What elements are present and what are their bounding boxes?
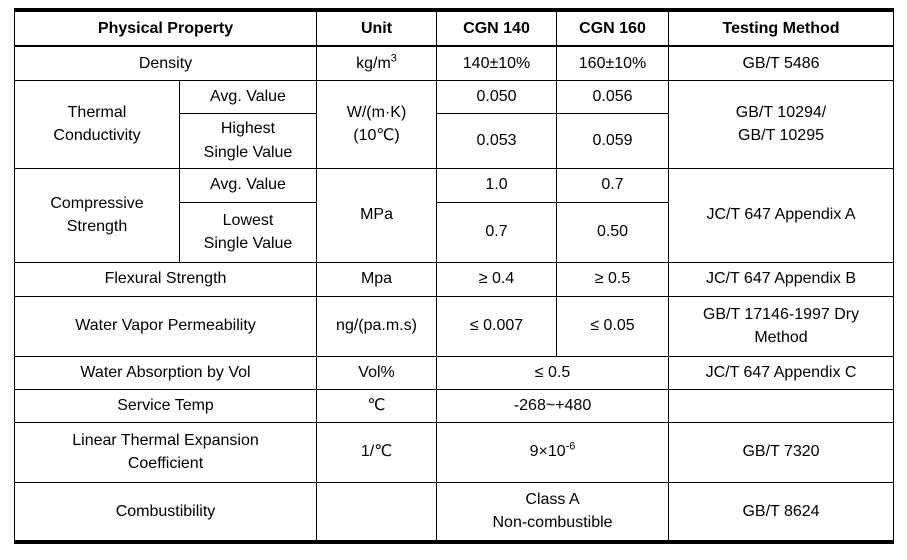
density-unit-base: kg/m — [356, 54, 391, 72]
cell-thermal-conductivity-avg-cgn160: 0.056 — [556, 79, 670, 114]
cell-combustibility-value: Class A Non-combustible — [436, 481, 670, 543]
cell-water-absorption-value: ≤ 0.5 — [436, 355, 670, 390]
cell-density-method: GB/T 5486 — [668, 45, 895, 81]
cell-thermal-conductivity-method: GB/T 10294/ GB/T 10295 — [668, 79, 895, 169]
header-cgn-140: CGN 140 — [436, 9, 558, 47]
table-row-flexural-strength: Flexural Strength Mpa ≥ 0.4 ≥ 0.5 JC/T 6… — [13, 261, 895, 297]
linear-thermal-expansion-value-base: 9×10 — [529, 443, 566, 461]
cell-linear-thermal-expansion-property: Linear Thermal Expansion Coefficient — [13, 421, 318, 483]
table-row-linear-thermal-expansion: Linear Thermal Expansion Coefficient 1/℃… — [13, 421, 895, 483]
cell-thermal-conductivity-highest-cgn160: 0.059 — [556, 112, 670, 169]
cell-thermal-conductivity-property: Thermal Conductivity — [14, 79, 180, 169]
cell-service-temp-property: Service Temp — [13, 388, 318, 423]
cell-flexural-strength-property: Flexural Strength — [13, 261, 318, 297]
cell-water-absorption-method: JC/T 647 Appendix C — [668, 355, 895, 390]
cell-thermal-conductivity-avg-cgn140: 0.050 — [436, 79, 558, 114]
cell-water-vapor-permeability-cgn140: ≤ 0.007 — [436, 295, 558, 357]
cell-combustibility-method: GB/T 8624 — [668, 481, 895, 543]
cell-water-vapor-permeability-method: GB/T 17146-1997 Dry Method — [668, 295, 895, 357]
cell-density-unit: kg/m3 — [316, 45, 438, 81]
table-row-thermal-conductivity-avg: Thermal Conductivity Avg. Value W/(m·K) … — [14, 79, 895, 169]
cell-flexural-strength-cgn140: ≥ 0.4 — [436, 261, 558, 297]
cell-flexural-strength-method: JC/T 647 Appendix B — [668, 261, 895, 297]
cell-thermal-conductivity-unit: W/(m·K) (10℃) — [316, 79, 438, 169]
cell-water-absorption-property: Water Absorption by Vol — [13, 355, 318, 390]
cell-water-vapor-permeability-property: Water Vapor Permeability — [13, 295, 318, 357]
cell-linear-thermal-expansion-method: GB/T 7320 — [668, 421, 895, 483]
cell-service-temp-unit: ℃ — [316, 388, 438, 423]
table-row-compressive-strength-lowest: Lowest Single Value 0.7 0.50 — [15, 201, 894, 263]
cell-flexural-strength-cgn160: ≥ 0.5 — [556, 261, 670, 297]
cell-water-vapor-permeability-unit: ng/(pa.m.s) — [316, 295, 438, 357]
cell-compressive-strength-lowest-cgn140: 0.7 — [436, 201, 558, 263]
header-testing-method: Testing Method — [668, 9, 895, 47]
table-row-compressive-strength-avg: Compressive Strength Avg. Value MPa 1.0 … — [14, 167, 895, 263]
header-row: Physical Property Unit CGN 140 CGN 160 T… — [13, 9, 895, 47]
header-unit: Unit — [316, 9, 438, 47]
cell-service-temp-value: -268~+480 — [436, 388, 670, 423]
cell-linear-thermal-expansion-unit: 1/℃ — [316, 421, 438, 483]
cell-combustibility-unit — [316, 481, 438, 543]
physical-properties-table: Physical Property Unit CGN 140 CGN 160 T… — [13, 8, 895, 544]
cell-water-vapor-permeability-cgn160: ≤ 0.05 — [556, 295, 670, 357]
cell-compressive-strength-unit: MPa — [316, 167, 438, 263]
header-physical-property: Physical Property — [13, 9, 318, 47]
table-row-combustibility: Combustibility Class A Non-combustible G… — [13, 481, 895, 543]
table-row-water-vapor-permeability: Water Vapor Permeability ng/(pa.m.s) ≤ 0… — [13, 295, 895, 357]
table-row-water-absorption: Water Absorption by Vol Vol% ≤ 0.5 JC/T … — [13, 355, 895, 390]
linear-thermal-expansion-value-sup: -6 — [565, 441, 576, 454]
cell-compressive-strength-property: Compressive Strength — [14, 167, 180, 263]
cell-linear-thermal-expansion-value: 9×10-6 — [436, 421, 670, 483]
table-row-service-temp: Service Temp ℃ -268~+480 — [13, 388, 895, 423]
cell-water-absorption-unit: Vol% — [316, 355, 438, 390]
density-unit-sup: 3 — [390, 52, 397, 65]
table-row-density: Density kg/m3 140±10% 160±10% GB/T 5486 — [13, 45, 895, 81]
cell-compressive-strength-avg-label: Avg. Value — [178, 167, 318, 203]
cell-compressive-strength-lowest-cgn160: 0.50 — [556, 201, 670, 263]
cell-thermal-conductivity-highest-cgn140: 0.053 — [436, 112, 558, 169]
cell-density-cgn160: 160±10% — [556, 45, 670, 81]
cell-compressive-strength-avg-cgn160: 0.7 — [556, 167, 670, 203]
cell-compressive-strength-method: JC/T 647 Appendix A — [668, 167, 895, 263]
cell-density-cgn140: 140±10% — [436, 45, 558, 81]
cell-thermal-conductivity-highest-label: Highest Single Value — [178, 112, 318, 169]
cell-service-temp-method — [668, 388, 895, 423]
header-cgn-160: CGN 160 — [556, 9, 670, 47]
cell-thermal-conductivity-avg-label: Avg. Value — [178, 79, 318, 114]
cell-flexural-strength-unit: Mpa — [316, 261, 438, 297]
cell-density-property: Density — [13, 45, 318, 81]
table-row-thermal-conductivity-highest: Highest Single Value 0.053 0.059 — [15, 112, 894, 169]
cell-compressive-strength-lowest-label: Lowest Single Value — [178, 201, 318, 263]
cell-combustibility-property: Combustibility — [13, 481, 318, 543]
cell-compressive-strength-avg-cgn140: 1.0 — [436, 167, 558, 203]
